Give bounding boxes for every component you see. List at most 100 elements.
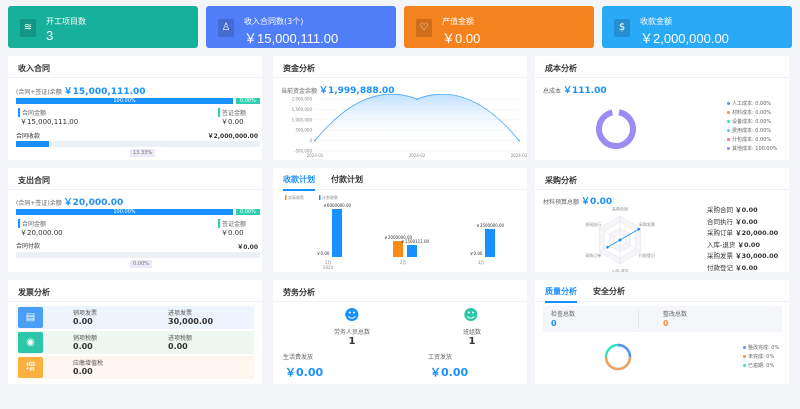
legend-swatch <box>319 195 321 200</box>
visa-label: 签证金额 <box>218 108 246 117</box>
tab-safety[interactable]: 安全分析 <box>593 287 625 296</box>
balance-value: ￥15,000,111.00 <box>63 87 146 97</box>
balance-label: (合同+签证)余额 <box>16 200 62 207</box>
x-tick-label: 2月 <box>400 260 407 265</box>
total-label: 总成本 <box>543 88 562 95</box>
legend-item[interactable]: 已逾期: 0% <box>743 362 774 369</box>
item-value: ￥30,000.00 <box>735 252 779 260</box>
radar-point <box>637 227 641 231</box>
purchase-item: 采购订单 ￥20,000.00 <box>707 227 778 237</box>
kpi-label: 开工项目数 <box>46 17 86 26</box>
funds-panel: 资金分析 当前资金余额 ￥1,999,888.00 2,000,000 1,500… <box>273 56 527 160</box>
legend-item[interactable]: 分包成本: 0.00% <box>727 136 771 143</box>
payment-label: 合同付款 <box>16 243 41 250</box>
legend-item[interactable]: 未完成: 0% <box>743 353 774 360</box>
row-label: 应缴增值税 <box>73 360 104 367</box>
kpi-card[interactable]: $ 收款金额 ￥2,000,000.00 <box>602 6 792 48</box>
tab-collection-plan[interactable]: 收款计划 <box>283 175 315 191</box>
purchase-item: 采购发票 ￥30,000.00 <box>707 250 778 260</box>
layers-icon: ≋ <box>20 19 36 37</box>
bar <box>407 244 417 257</box>
item-label: 入库-退货 <box>707 240 736 249</box>
item-value: ￥0.00 <box>735 206 758 214</box>
check-value: 0 <box>551 319 557 328</box>
tab-quality[interactable]: 质量分析 <box>545 287 577 303</box>
radar-point <box>606 245 609 249</box>
visa-label: 签证金额 <box>218 219 246 228</box>
expense-contract-panel: 支出合同 (合同+签证)余额 ￥20,000.00 100.00% 0.00% … <box>8 168 262 272</box>
row-label: 进项税额 <box>168 335 193 342</box>
receipt-track <box>16 141 260 147</box>
x-tick-label: 3月 <box>478 260 485 265</box>
fix-value: 0 <box>663 319 669 328</box>
stamp-icon: ♙ <box>218 19 234 37</box>
purchase-item: 入库-退货 ￥0.00 <box>707 239 760 249</box>
panel-title: 发票分析 <box>8 280 262 302</box>
teams-value: 1 <box>468 336 476 347</box>
team-icon: ☻ <box>463 306 479 324</box>
quality-panel: 质量分析 安全分析 检查总数 0 整改总数 0 整改完成: 0% 未完成: 0% 已逾… <box>535 280 789 384</box>
purchase-item: 付款登记 ￥0.00 <box>707 262 758 272</box>
wage-label: 工资发放 <box>428 354 453 361</box>
kpi-label: 产值金额 <box>442 17 474 26</box>
funds-area <box>315 94 519 141</box>
x-tick-label: 2024-02 <box>409 153 426 158</box>
plan-bar-chart: 实际收款 计划收款1月￥0.00￥6000000.002月￥2000000.00￥… <box>285 194 505 270</box>
tax-icon: 增 <box>18 357 43 378</box>
panel-title: 劳务分析 <box>273 280 527 302</box>
radar-axis <box>599 227 621 241</box>
legend-label: 实际收款 <box>288 194 304 200</box>
contract-pct-bar: 100.00% <box>16 209 233 215</box>
receipt-label: 合同收款 <box>16 133 41 140</box>
kpi-card[interactable]: ♡ 产值金额 ￥0.00 <box>404 6 594 48</box>
legend-item[interactable]: 整改完成: 0% <box>743 344 779 351</box>
row-label: 销项税额 <box>73 335 98 342</box>
legend-item[interactable]: 其他成本: 100.00% <box>727 145 778 152</box>
contract-value: ￥20,000.00 <box>20 229 63 237</box>
item-label: 采购订单 <box>707 229 733 237</box>
data-label: ￥0.00 <box>317 251 330 256</box>
legend-label: 设备成本: 0.00% <box>732 119 772 125</box>
funds-point <box>416 98 418 100</box>
fix-label: 整改总数 <box>663 311 688 318</box>
legend-item[interactable]: 材料成本: 0.00% <box>727 109 771 116</box>
workers-value: 1 <box>348 336 356 347</box>
legend-label: 材料成本: 0.00% <box>732 110 772 116</box>
radar-axis-label: 付款登记 <box>639 252 655 258</box>
invoice-row: ◉ 销项税额 0.00 进项税额 0.00 <box>16 331 254 354</box>
legend-item[interactable]: 设备成本: 0.00% <box>727 118 771 125</box>
quality-stats: 检查总数 0 整改总数 0 <box>543 306 782 332</box>
item-label: 采购合同 <box>707 206 733 214</box>
data-label: ￥6000000.00 <box>323 203 352 208</box>
contract-pct-bar: 100.00% <box>16 98 233 104</box>
quality-donut <box>604 343 632 371</box>
row-value: 0.00 <box>168 342 188 351</box>
x-tick-label: 1月 <box>325 260 332 265</box>
tab-payment-plan[interactable]: 付款计划 <box>331 175 363 184</box>
payment-track <box>16 252 260 258</box>
radar-axis <box>619 239 641 253</box>
visa-value: ￥0.00 <box>221 118 244 126</box>
legend-item[interactable]: 费用成本: 0.00% <box>727 127 771 134</box>
kpi-value: ￥2,000,000.00 <box>640 31 729 46</box>
radar-axis-label: 采购发票 <box>639 221 655 227</box>
cost-panel: 成本分析 总成本 ￥111.00 人工成本: 0.00% 材料成本: 0.00% 设… <box>535 56 789 160</box>
visa-pct-bar: 0.00% <box>236 98 260 104</box>
row-value: 0.00 <box>73 342 93 351</box>
item-value: ￥0.00 <box>737 240 760 249</box>
legend-item[interactable]: 人工成本: 0.00% <box>727 100 771 107</box>
invoice-row: 增 应缴增值税 0.00 <box>16 356 254 379</box>
purchase-item: 采购合同 ￥0.00 <box>707 204 758 214</box>
contract-label: 合同金额 <box>18 108 46 117</box>
legend-label: 已逾期: 0% <box>748 363 775 369</box>
data-label: ￥2000000.00 <box>384 235 413 240</box>
legend-label: 计划收款 <box>322 194 338 200</box>
item-value: ￥0.00 <box>735 217 758 226</box>
kpi-card[interactable]: ≋ 开工项目数 3 <box>8 6 198 48</box>
y-tick-label: 2,000,000 <box>292 97 313 102</box>
y-tick-label: 1,500,000 <box>292 107 313 112</box>
legend-label: 人工成本: 0.00% <box>732 101 772 107</box>
kpi-card[interactable]: ♙ 收入合同数(3个) ￥15,000,111.00 <box>206 6 396 48</box>
x-tick-label: 2024-03 <box>511 153 527 158</box>
